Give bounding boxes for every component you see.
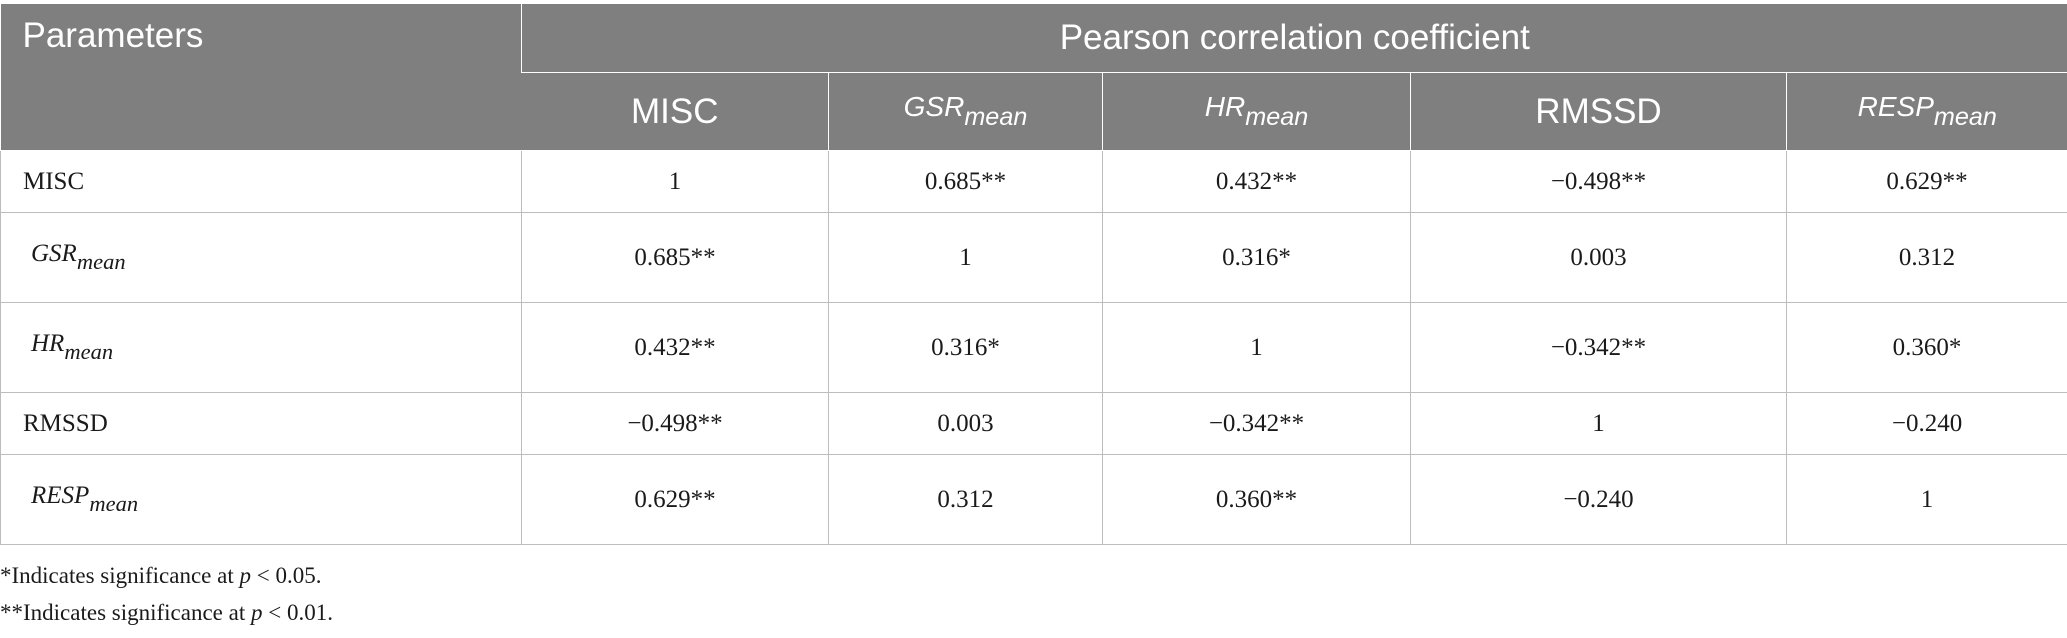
col-header-resp-mean: RESPmean	[1785, 72, 2067, 151]
pearson-header: Pearson correlation coefficient	[520, 4, 2067, 73]
table-cell: 0.316*	[1102, 212, 1411, 303]
table-cell: 0.316*	[828, 302, 1103, 393]
row-label-resp-mean: RESPmean	[0, 454, 522, 545]
table-cell: 0.685**	[521, 212, 829, 303]
col-header-gsr-mean: GSRmean	[828, 72, 1103, 151]
row-label-hr-mean: HRmean	[0, 302, 522, 393]
table-cell: 0.360**	[1102, 454, 1411, 545]
row-label-misc: MISC	[0, 150, 522, 213]
table-cell: −0.240	[1785, 392, 2067, 455]
table-cell: 0.003	[828, 392, 1103, 455]
footnote-p05: *Indicates significance at p < 0.05.	[0, 563, 322, 588]
table-cell: 0.360*	[1785, 302, 2067, 393]
table-cell: 0.685**	[828, 150, 1103, 213]
row-label-gsr-mean: GSRmean	[0, 212, 522, 303]
col-header-misc: MISC	[521, 72, 829, 151]
table-cell: −0.498**	[1410, 150, 1787, 213]
table-cell: 0.432**	[1102, 150, 1411, 213]
table-cell: −0.342**	[1102, 392, 1411, 455]
table-row-resp-mean: RESPmean 0.629** 0.312 0.360** −0.240 1	[0, 454, 2067, 545]
table-footnotes: *Indicates significance at p < 0.05. **I…	[0, 557, 333, 631]
table-cell: −0.342**	[1410, 302, 1787, 393]
table-cell: −0.498**	[521, 392, 829, 455]
col-header-rmssd: RMSSD	[1410, 72, 1787, 151]
table-cell: 0.003	[1410, 212, 1787, 303]
footnote-p01: **Indicates significance at p < 0.01.	[0, 600, 333, 625]
table-cell: 0.432**	[521, 302, 829, 393]
table-cell: 1	[1410, 392, 1787, 455]
table-cell: 1	[828, 212, 1103, 303]
table-cell: 0.312	[828, 454, 1103, 545]
table-row-misc: MISC 1 0.685** 0.432** −0.498** 0.629**	[0, 150, 2067, 213]
table-cell: 0.312	[1785, 212, 2067, 303]
table-row-hr-mean: HRmean 0.432** 0.316* 1 −0.342** 0.360*	[0, 302, 2067, 393]
correlation-table: Parameters Pearson correlation coefficie…	[0, 4, 2067, 545]
col-header-hr-mean: HRmean	[1102, 72, 1411, 151]
table-cell: 1	[521, 150, 829, 213]
table-cell: 1	[1102, 302, 1411, 393]
correlation-table-container: Parameters Pearson correlation coefficie…	[0, 4, 2067, 545]
table-cell: 0.629**	[1785, 150, 2067, 213]
table-row-gsr-mean: GSRmean 0.685** 1 0.316* 0.003 0.312	[0, 212, 2067, 303]
table-cell: 1	[1785, 454, 2067, 545]
table-cell: 0.629**	[521, 454, 829, 545]
table-row-rmssd: RMSSD −0.498** 0.003 −0.342** 1 −0.240	[0, 392, 2067, 455]
table-cell: −0.240	[1410, 454, 1787, 545]
row-label-rmssd: RMSSD	[0, 392, 522, 455]
parameters-header: Parameters	[0, 4, 522, 151]
